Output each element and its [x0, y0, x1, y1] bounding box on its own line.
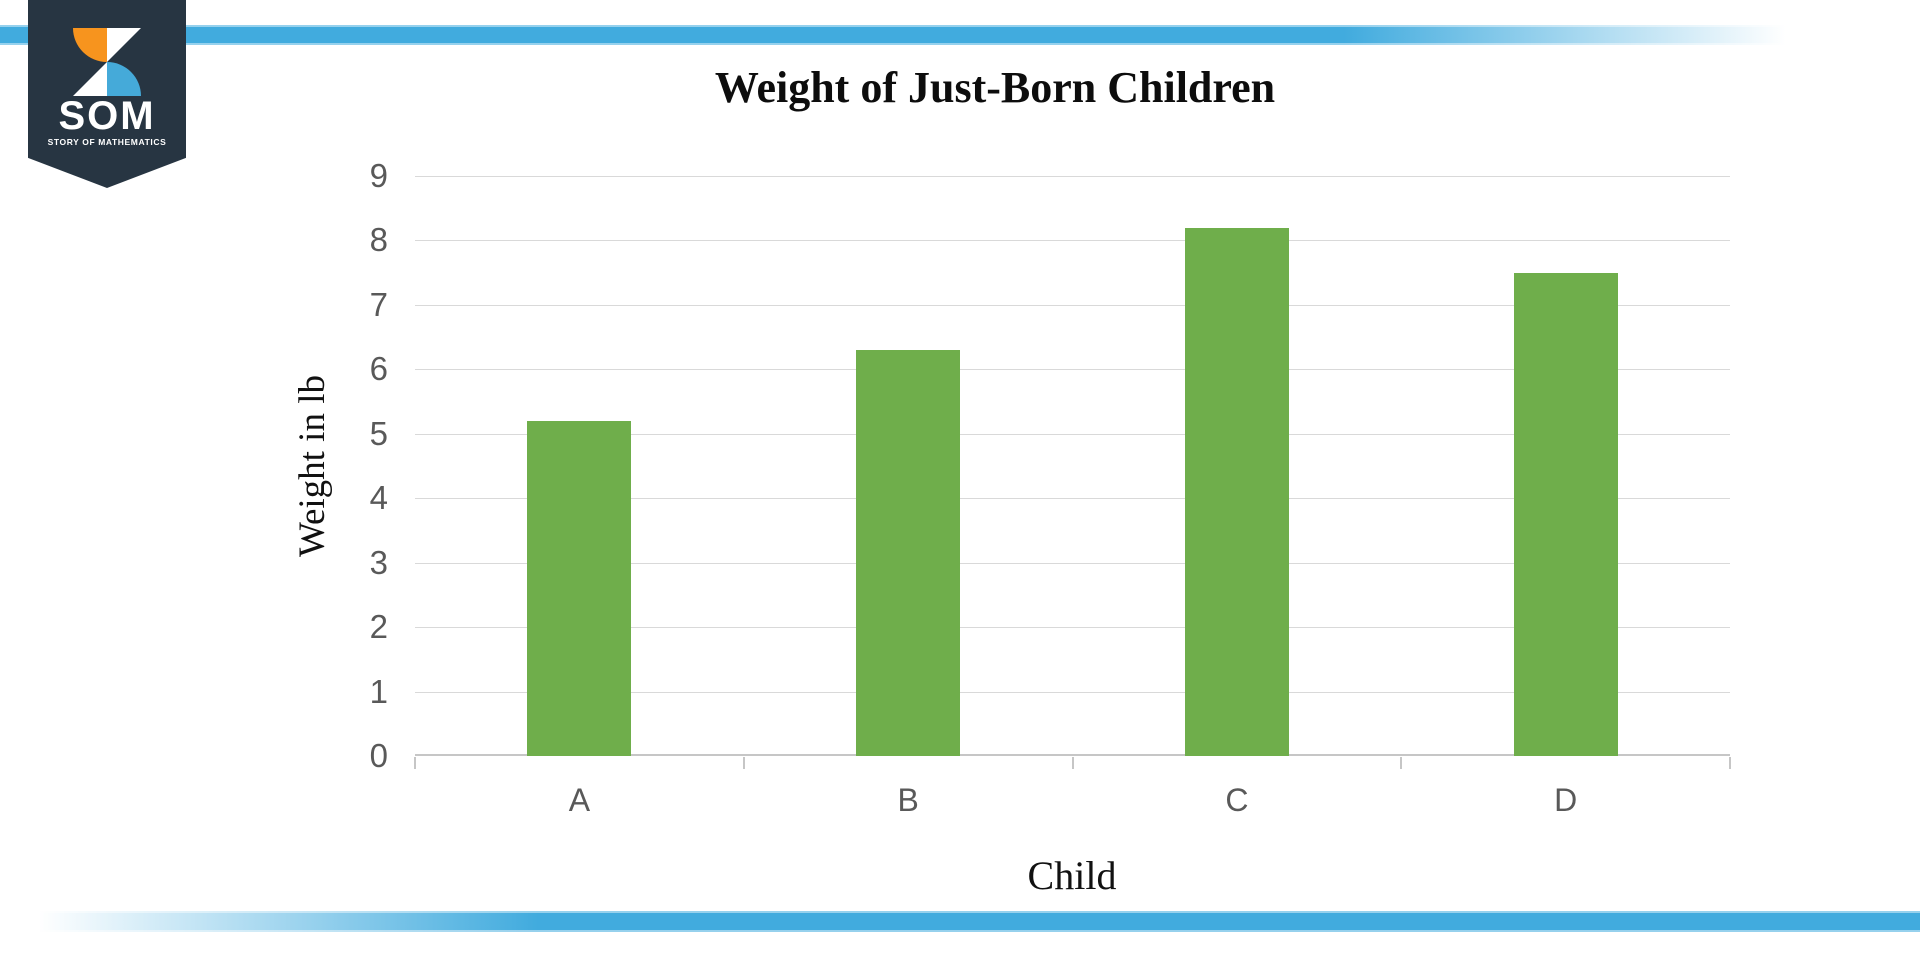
x-axis-title: Child — [1027, 853, 1117, 898]
x-tick-label-D: D — [1554, 782, 1578, 818]
y-tick-label-3: 3 — [369, 543, 388, 581]
logo-white-triangle-bottom-icon — [73, 62, 107, 96]
x-tick-label-A: A — [568, 782, 591, 818]
y-axis-title: Weight in lb — [292, 375, 333, 558]
gridline-7 — [415, 304, 1730, 306]
x-axis-tick — [1729, 757, 1731, 769]
som-logo-icon — [73, 28, 141, 96]
y-tick-label-1: 1 — [369, 672, 388, 710]
y-tick-label-2: 2 — [369, 608, 388, 646]
x-axis-tick — [1071, 757, 1074, 769]
gridline-5 — [415, 433, 1730, 435]
logo-white-triangle-top-icon — [107, 28, 141, 62]
chart-title: Weight of Just-Born Children — [714, 63, 1276, 112]
bar-B — [856, 350, 961, 756]
logo-orange-quarter-icon — [73, 28, 107, 62]
y-tick-label-0: 0 — [369, 737, 388, 774]
gridline-4 — [415, 498, 1730, 500]
gridline-9 — [415, 176, 1730, 177]
gridline-2 — [415, 627, 1730, 629]
y-tick-label-7: 7 — [369, 285, 388, 323]
y-tick-label-9: 9 — [369, 157, 388, 194]
x-axis-tick — [414, 757, 416, 769]
bar-A — [527, 420, 632, 756]
x-axis-tick — [1400, 757, 1403, 769]
som-logo-text: SOM — [58, 94, 156, 138]
som-logo-tagline: STORY OF MATHEMATICS — [47, 137, 167, 147]
som-logo-banner: SOM STORY OF MATHEMATICS — [28, 0, 186, 188]
x-axis-tick — [742, 757, 745, 769]
bar-C — [1184, 227, 1289, 756]
x-tick-label-B: B — [897, 782, 919, 818]
logo-blue-quarter-icon — [107, 62, 141, 96]
y-tick-label-4: 4 — [369, 479, 388, 517]
gridline-8 — [415, 240, 1730, 242]
top-accent-stripe — [0, 25, 1920, 45]
x-tick-label-C: C — [1225, 782, 1249, 818]
bar-D — [1513, 272, 1618, 756]
gridline-1 — [415, 691, 1730, 693]
gridline-6 — [415, 369, 1730, 371]
y-tick-label-5: 5 — [369, 414, 388, 452]
plot-area — [415, 176, 1730, 756]
y-tick-label-6: 6 — [369, 350, 388, 388]
gridline-3 — [415, 562, 1730, 564]
y-tick-label-8: 8 — [369, 221, 388, 259]
bottom-accent-stripe — [0, 911, 1920, 932]
